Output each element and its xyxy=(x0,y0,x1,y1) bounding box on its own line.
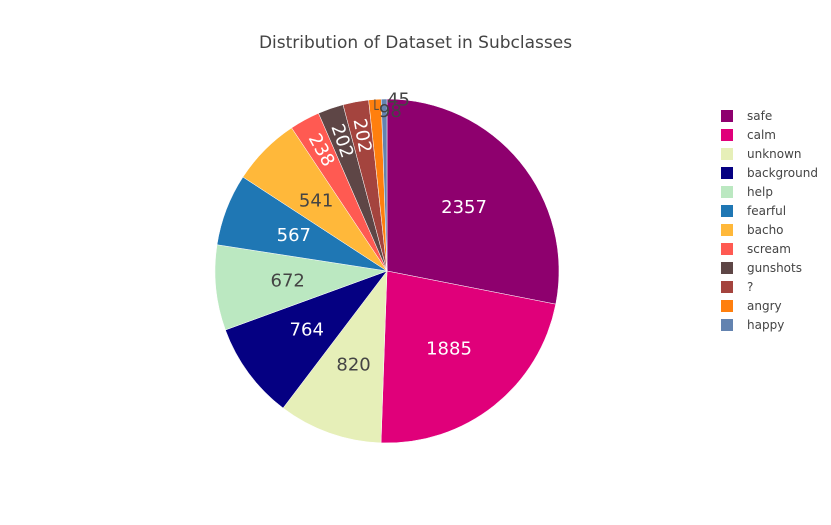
legend-label: happy xyxy=(747,317,785,332)
pie-slice-safe[interactable] xyxy=(386,98,560,305)
legend-swatch xyxy=(721,204,733,217)
legend-swatch xyxy=(721,318,733,331)
legend-item-fearful[interactable]: fearful xyxy=(721,201,818,220)
legend-label: calm xyxy=(747,127,776,142)
legend-label: ? xyxy=(747,279,754,294)
legend-swatch xyxy=(721,242,733,255)
legend-item-safe[interactable]: safe xyxy=(721,106,818,125)
legend-swatch xyxy=(721,185,733,198)
legend-swatch xyxy=(721,166,733,179)
slice-value-label: 672 xyxy=(271,270,305,291)
legend-label: scream xyxy=(747,241,791,256)
slice-value-label: 45 xyxy=(387,90,410,111)
legend-item-calm[interactable]: calm xyxy=(721,125,818,144)
slice-value-label: 820 xyxy=(336,354,370,375)
legend-label: help xyxy=(747,184,773,199)
slice-value-label: 2357 xyxy=(441,197,487,218)
legend-label: background xyxy=(747,165,818,180)
label-leader-line xyxy=(374,99,379,110)
legend-swatch xyxy=(721,299,733,312)
slice-value-label: 1885 xyxy=(426,339,472,360)
legend-item-background[interactable]: background xyxy=(721,163,818,182)
legend: safe calm unknown background help fearful bach… xyxy=(721,106,818,334)
slice-value-label: 764 xyxy=(290,320,324,341)
legend-item-gunshots[interactable]: gunshots xyxy=(721,258,818,277)
legend-item-help[interactable]: help xyxy=(721,182,818,201)
legend-swatch xyxy=(721,109,733,122)
legend-swatch xyxy=(721,147,733,160)
legend-item-bacho[interactable]: bacho xyxy=(721,220,818,239)
legend-item-unknown[interactable]: unknown xyxy=(721,144,818,163)
legend-item-happy[interactable]: happy xyxy=(721,315,818,334)
legend-swatch xyxy=(721,128,733,141)
legend-label: gunshots xyxy=(747,260,802,275)
legend-label: angry xyxy=(747,298,782,313)
legend-label: unknown xyxy=(747,146,802,161)
legend-label: bacho xyxy=(747,222,784,237)
legend-swatch xyxy=(721,280,733,293)
legend-swatch xyxy=(721,223,733,236)
legend-label: fearful xyxy=(747,203,787,218)
legend-swatch xyxy=(721,261,733,274)
pie-slice-unknown[interactable] xyxy=(282,270,388,444)
pie-slice-background[interactable] xyxy=(225,270,388,409)
slice-value-label: 567 xyxy=(277,225,311,246)
legend-item-unknown-symbol[interactable]: ? xyxy=(721,277,818,296)
chart-title: Distribution of Dataset in Subclasses xyxy=(258,33,573,53)
slice-value-label: 98 xyxy=(379,101,402,122)
pie-slice-happy[interactable] xyxy=(380,98,388,272)
slice-value-label: 541 xyxy=(299,190,333,211)
legend-item-angry[interactable]: angry xyxy=(721,296,818,315)
legend-item-scream[interactable]: scream xyxy=(721,239,818,258)
pie-slice-calm[interactable] xyxy=(380,270,557,444)
legend-label: safe xyxy=(747,108,773,123)
